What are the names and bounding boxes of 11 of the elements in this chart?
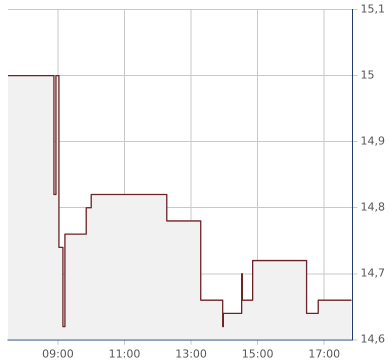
x-tick-label: 11:00 xyxy=(108,347,140,360)
y-tick-label: 14,9 xyxy=(360,134,386,148)
x-tick-label: 15:00 xyxy=(242,347,274,360)
y-tick-label: 14,6 xyxy=(360,332,386,346)
y-tick-label: 14,8 xyxy=(360,200,386,214)
x-tick-label: 17:00 xyxy=(308,347,340,360)
y-tick-label: 14,7 xyxy=(360,266,386,280)
y-tick-label: 15,1 xyxy=(360,2,386,16)
y-tick-label: 15 xyxy=(360,68,375,82)
x-tick-label: 13:00 xyxy=(175,347,207,360)
x-tick-label: 09:00 xyxy=(42,347,74,360)
